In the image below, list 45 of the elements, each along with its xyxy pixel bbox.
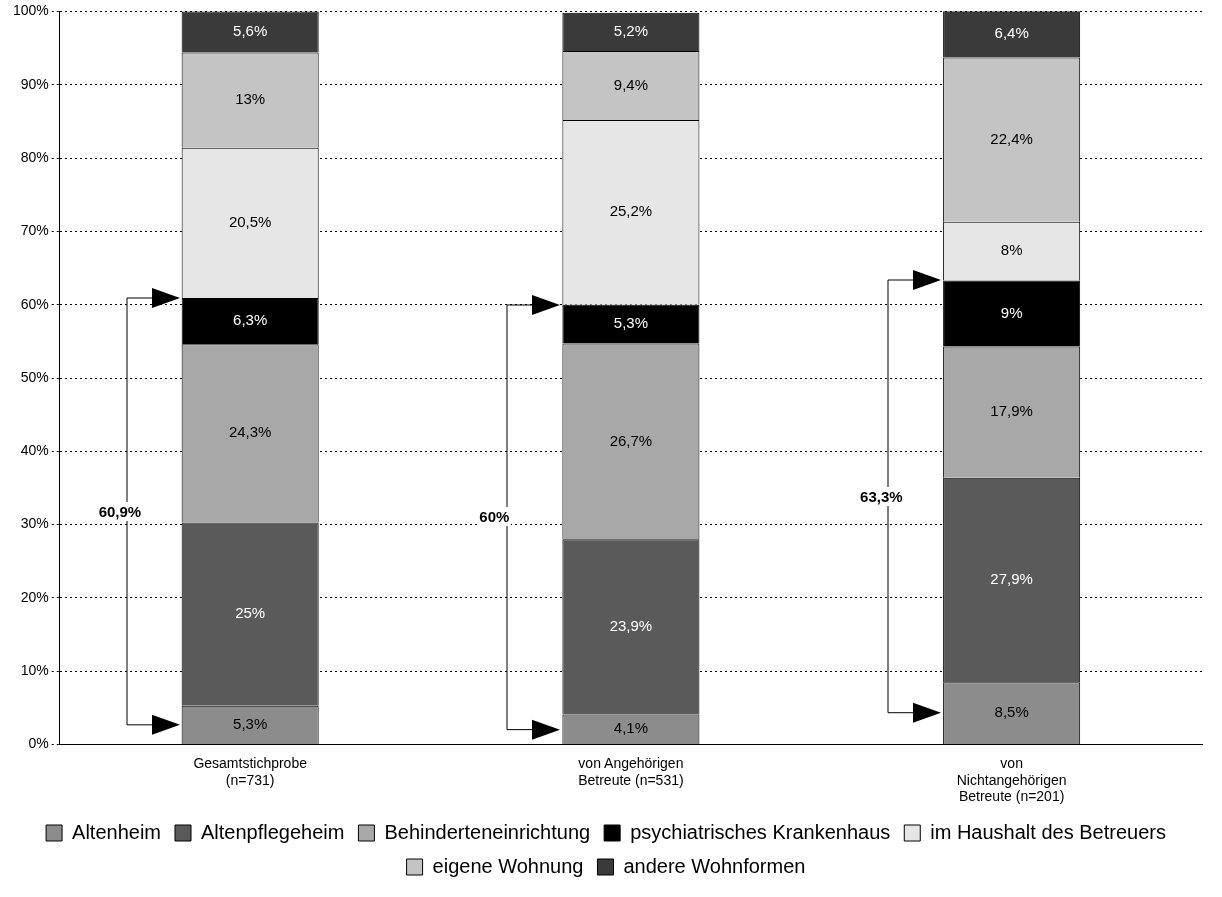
- data-label: 5,2%: [613, 22, 648, 40]
- data-label: 5,6%: [233, 22, 268, 40]
- legend-label: Altenheim: [72, 820, 161, 843]
- data-label: 23,9%: [609, 617, 653, 635]
- data-label: 27,9%: [990, 570, 1033, 588]
- data-label: 17,9%: [990, 402, 1033, 420]
- data-label: 25%: [235, 604, 266, 622]
- data-label: 6,4%: [994, 24, 1029, 42]
- y-tick-label: 40%: [20, 442, 49, 459]
- annotation: 63,3%: [858, 486, 905, 506]
- y-tick-label: 100%: [12, 2, 49, 19]
- annotation: 60,9%: [96, 501, 144, 521]
- data-label: 20,5%: [228, 213, 272, 231]
- data-label: 24,3%: [228, 423, 272, 441]
- legend-label: psychiatrisches Krankenhaus: [630, 820, 891, 843]
- annotation: 60%: [477, 506, 512, 526]
- y-tick-label: 70%: [20, 222, 49, 239]
- legend-label: andere Wohnformen: [623, 854, 806, 877]
- data-label: 5,3%: [613, 314, 648, 332]
- data-label: 4,1%: [613, 719, 648, 737]
- y-tick-label: 90%: [20, 75, 49, 92]
- legend-label: eigene Wohnung: [432, 854, 584, 877]
- legend-label: Behinderteneinrichtung: [384, 820, 591, 843]
- y-tick-label: 50%: [20, 368, 49, 385]
- data-label: 8,5%: [994, 703, 1029, 721]
- data-label: 9,4%: [613, 75, 648, 93]
- data-label: 22,4%: [990, 129, 1033, 147]
- legend-label: im Haushalt des Betreuers: [930, 820, 1166, 843]
- data-label: 26,7%: [609, 431, 653, 449]
- data-label: 13%: [235, 90, 266, 108]
- y-tick-label: 30%: [20, 515, 49, 532]
- y-tick-label: 0%: [28, 735, 49, 752]
- x-tick-label: von Angehörigen Betreute (n=531): [578, 754, 684, 788]
- x-tick-label: von Nichtangehörigen Betreute (n=201): [956, 754, 1067, 805]
- data-label: 5,3%: [233, 715, 268, 733]
- data-label: 25,2%: [609, 202, 653, 220]
- data-label: 9%: [1000, 303, 1023, 321]
- y-tick-label: 60%: [20, 295, 49, 312]
- x-tick-label: Gesamtstichprobe (n=731): [193, 754, 308, 788]
- y-tick-label: 20%: [20, 588, 49, 605]
- legend-label: Altenpflegeheim: [201, 820, 345, 843]
- y-tick-label: 10%: [20, 662, 49, 679]
- y-tick-label: 80%: [20, 148, 49, 165]
- data-label: 6,3%: [233, 311, 268, 329]
- data-label: 8%: [1000, 241, 1023, 259]
